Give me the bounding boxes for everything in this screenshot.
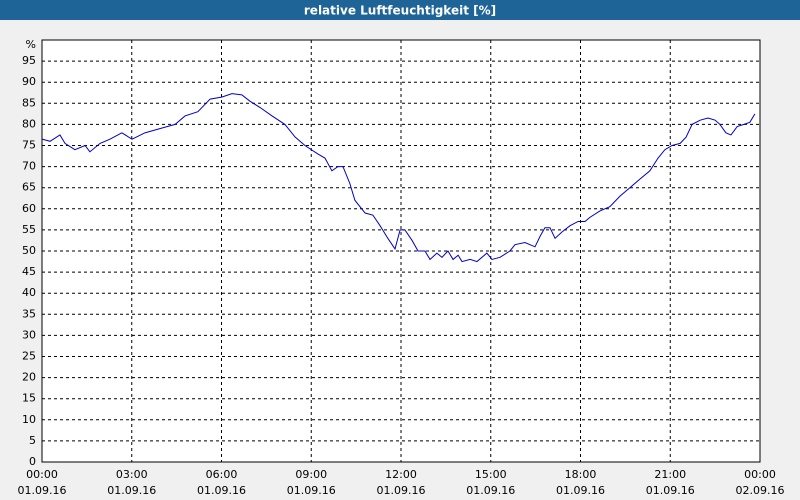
x-tick-label: 18:00 xyxy=(565,468,597,481)
y-tick-label: 35 xyxy=(22,307,36,320)
y-tick-label: 75 xyxy=(22,139,36,152)
y-tick-label: 50 xyxy=(22,244,36,257)
chart-title: relative Luftfeuchtigkeit [%] xyxy=(304,4,496,18)
x-tick-date: 01.09.16 xyxy=(287,484,336,497)
x-tick-label: 00:00 xyxy=(26,468,58,481)
x-tick-label: 15:00 xyxy=(475,468,507,481)
y-tick-label: 40 xyxy=(22,286,36,299)
x-tick-label: 12:00 xyxy=(385,468,417,481)
x-tick-date: 01.09.16 xyxy=(197,484,246,497)
x-tick-date: 01.09.16 xyxy=(18,484,67,497)
x-tick-date: 01.09.16 xyxy=(556,484,605,497)
x-tick-label: 06:00 xyxy=(206,468,238,481)
y-tick-label: 65 xyxy=(22,181,36,194)
y-tick-label: 60 xyxy=(22,202,36,215)
y-tick-label: 85 xyxy=(22,96,36,109)
x-tick-date: 01.09.16 xyxy=(466,484,515,497)
x-tick-label: 21:00 xyxy=(654,468,686,481)
y-unit: % xyxy=(26,38,36,51)
y-tick-label: 80 xyxy=(22,117,36,130)
x-tick-date: 01.09.16 xyxy=(107,484,156,497)
y-tick-label: 25 xyxy=(22,350,36,363)
y-tick-label: 90 xyxy=(22,75,36,88)
x-tick-date: 01.09.16 xyxy=(646,484,695,497)
y-tick-label: 20 xyxy=(22,371,36,384)
x-tick-label: 00:00 xyxy=(744,468,776,481)
y-tick-label: 55 xyxy=(22,223,36,236)
y-tick-label: 15 xyxy=(22,392,36,405)
x-tick-date: 02.09.16 xyxy=(736,484,785,497)
title-bar xyxy=(0,0,800,20)
x-tick-date: 01.09.16 xyxy=(377,484,426,497)
y-tick-label: 5 xyxy=(29,434,36,447)
x-tick-label: 03:00 xyxy=(116,468,148,481)
y-tick-label: 0 xyxy=(29,455,36,468)
y-tick-label: 70 xyxy=(22,160,36,173)
y-tick-label: 95 xyxy=(22,54,36,67)
x-tick-label: 09:00 xyxy=(295,468,327,481)
data-line xyxy=(41,93,756,263)
y-tick-label: 45 xyxy=(22,265,36,278)
y-tick-label: 10 xyxy=(22,413,36,426)
y-tick-label: 30 xyxy=(22,328,36,341)
